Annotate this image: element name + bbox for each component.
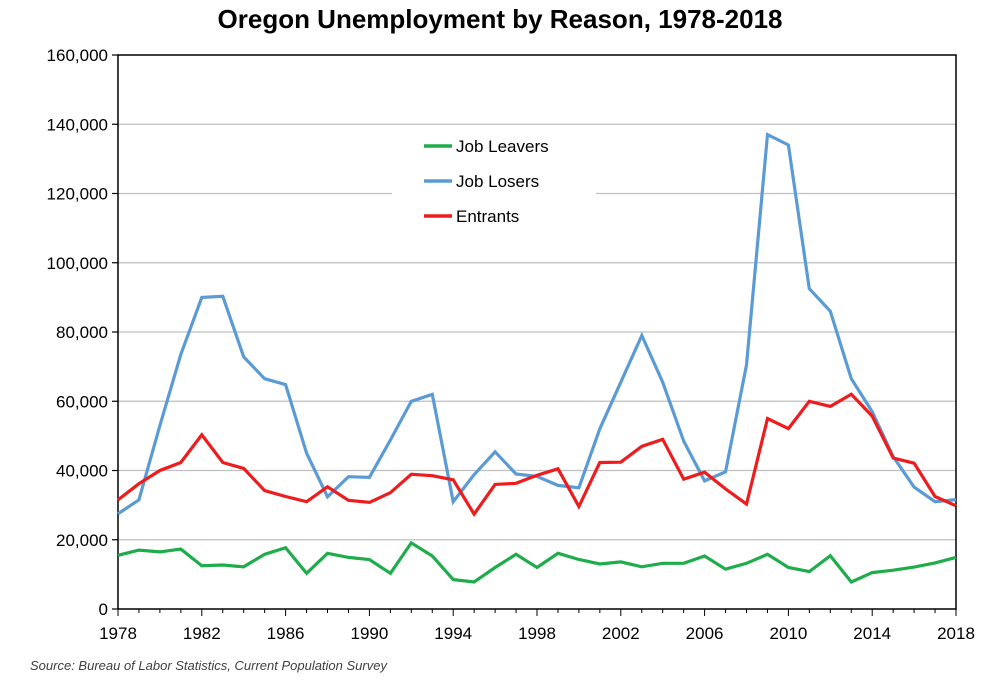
y-tick-label-0: 0 xyxy=(99,600,108,619)
y-tick-label-20-000: 20,000 xyxy=(56,531,108,550)
legend: Job Leavers Job Losers Entrants xyxy=(392,128,596,241)
y-tick-label-140-000: 140,000 xyxy=(47,115,108,134)
x-tick-label-1998: 1998 xyxy=(518,624,556,643)
series-line-entrants xyxy=(117,392,957,518)
x-tick-label-2010: 2010 xyxy=(769,624,807,643)
x-tick-label-1986: 1986 xyxy=(267,624,305,643)
x-tick-label-1978: 1978 xyxy=(99,624,137,643)
axes: 0 20,000 40,000 60,000 80,000 100,000 120,000 1… xyxy=(47,46,975,643)
x-tick-label-1982: 1982 xyxy=(183,624,221,643)
y-tick-label-60-000: 60,000 xyxy=(56,392,108,411)
x-tick-label-2014: 2014 xyxy=(853,624,891,643)
x-tick-label-1994: 1994 xyxy=(434,624,472,643)
legend-label-entrants: Entrants xyxy=(456,207,519,226)
y-tick-label-120-000: 120,000 xyxy=(47,185,108,204)
y-tick-label-160-000: 160,000 xyxy=(47,46,108,65)
legend-label-job-losers: Job Losers xyxy=(456,172,539,191)
y-tick-label-80-000: 80,000 xyxy=(56,323,108,342)
chart-source-note: Source: Bureau of Labor Statistics, Curr… xyxy=(30,658,387,673)
x-tick-label-2002: 2002 xyxy=(602,624,640,643)
legend-label-job-leavers: Job Leavers xyxy=(456,137,549,156)
chart-title: Oregon Unemployment by Reason, 1978-2018 xyxy=(217,4,783,34)
y-tick-label-40-000: 40,000 xyxy=(56,462,108,481)
series-line-job-leavers xyxy=(117,540,957,584)
x-tick-label-2018: 2018 xyxy=(937,624,975,643)
x-tick-label-2006: 2006 xyxy=(686,624,724,643)
series-lines xyxy=(117,132,957,584)
x-tick-label-1990: 1990 xyxy=(350,624,388,643)
y-tick-label-100-000: 100,000 xyxy=(47,254,108,273)
